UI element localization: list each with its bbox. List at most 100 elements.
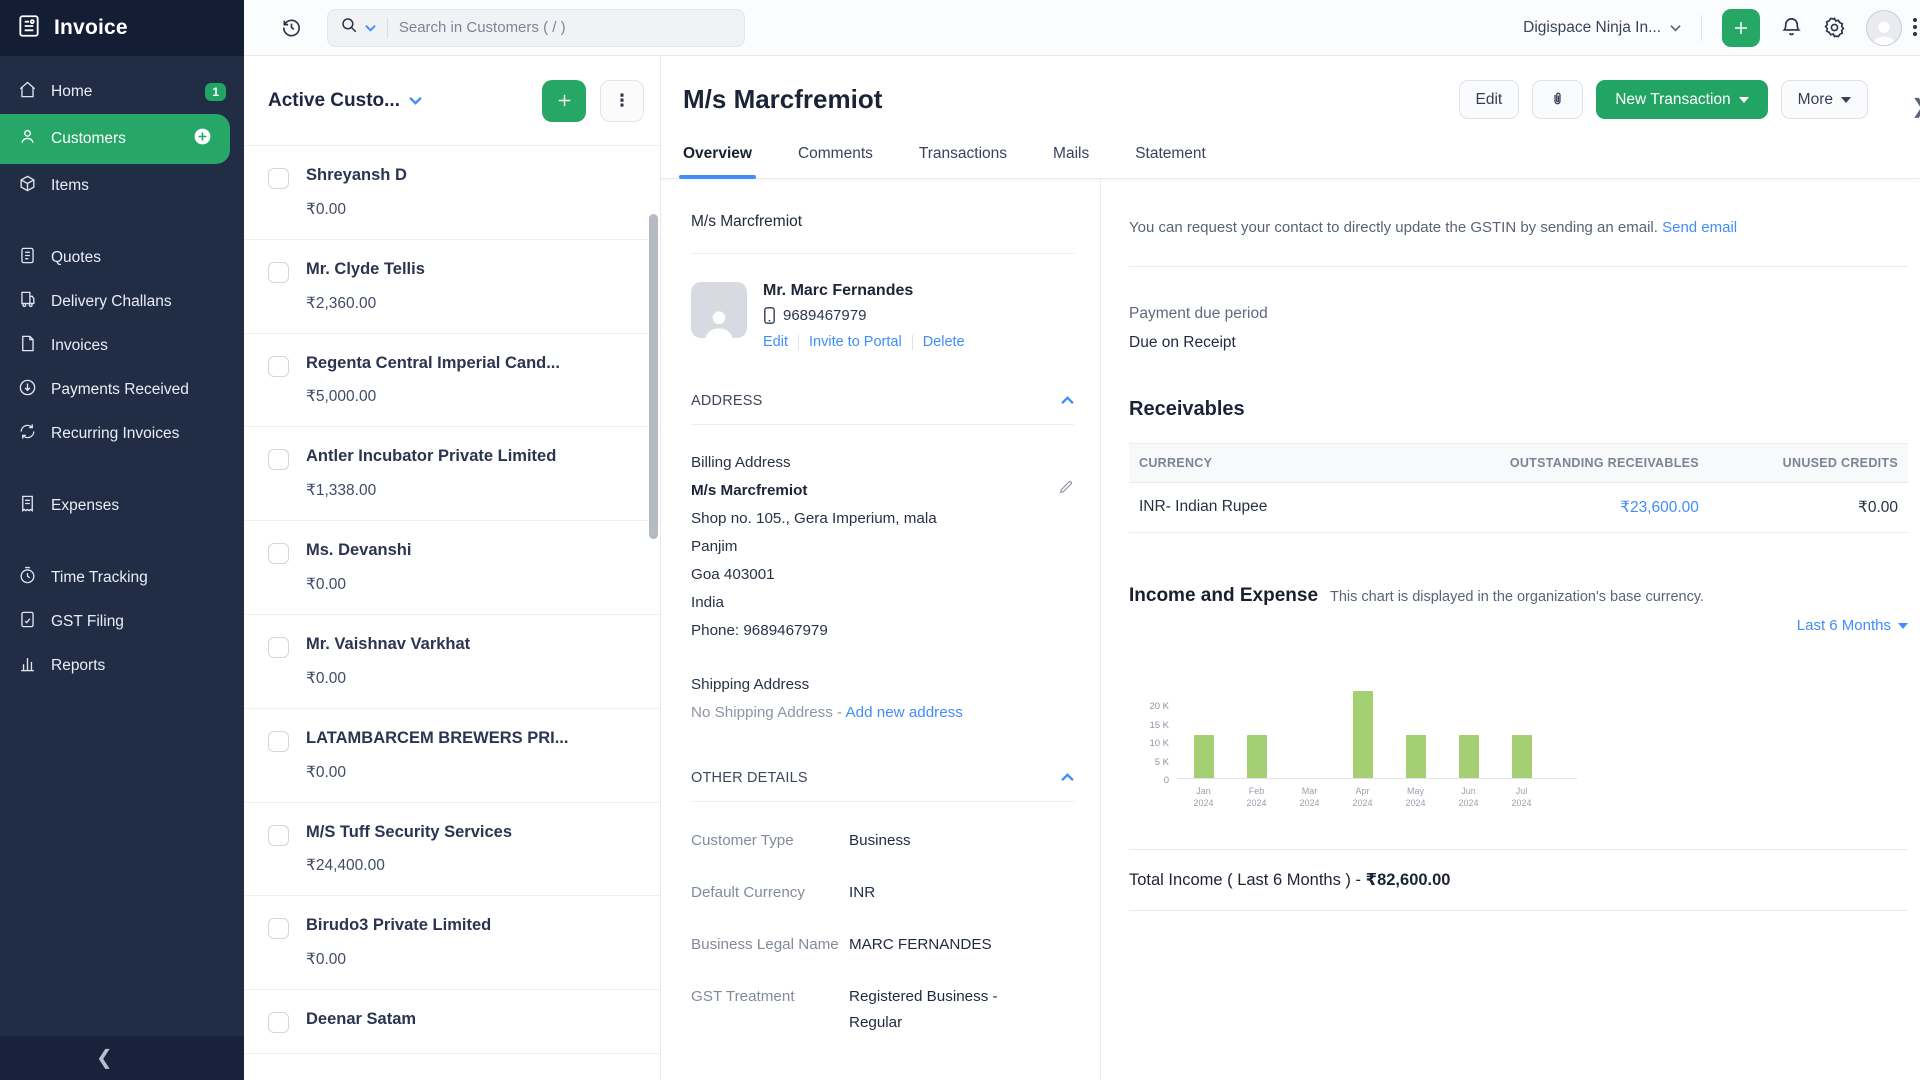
- search-icon: [340, 16, 358, 39]
- recent-history-icon[interactable]: [280, 16, 303, 39]
- sidebar-item-invoices[interactable]: Invoices: [0, 324, 244, 368]
- customer-row[interactable]: Mr. Vaishnav Varkhat ₹0.00: [244, 615, 660, 709]
- caret-down-icon: [1898, 622, 1908, 629]
- divider: [691, 424, 1074, 425]
- customer-amount: ₹0.00: [306, 763, 347, 781]
- x-tick-label: May 2024: [1405, 786, 1426, 808]
- customer-amount: ₹5,000.00: [306, 388, 377, 406]
- collapse-panel-chevron[interactable]: ❯: [1911, 94, 1920, 119]
- home-badge: 1: [205, 83, 226, 101]
- search-scope-chevron-icon[interactable]: [365, 19, 376, 37]
- sidebar-item-home[interactable]: Home 1: [0, 70, 244, 114]
- tab-statement[interactable]: Statement: [1135, 145, 1206, 162]
- customer-row[interactable]: Regenta Central Imperial Cand... ₹5,000.0…: [244, 334, 660, 428]
- customer-row[interactable]: Deenar Satam: [244, 990, 660, 1055]
- customer-row[interactable]: M/S Tuff Security Services ₹24,400.00: [244, 803, 660, 897]
- chart-period-label: Last 6 Months: [1796, 617, 1891, 634]
- user-avatar[interactable]: [1866, 9, 1902, 46]
- chart-period-selector[interactable]: Last 6 Months: [1129, 617, 1908, 634]
- customer-row[interactable]: Antler Incubator Private Limited ₹1,338.0…: [244, 427, 660, 522]
- invite-to-portal-link[interactable]: Invite to Portal: [809, 334, 902, 350]
- divider: [691, 253, 1074, 254]
- sidebar-item-expenses[interactable]: Expenses: [0, 484, 244, 528]
- contact-delete-link[interactable]: Delete: [922, 334, 965, 350]
- more-label: More: [1797, 90, 1833, 108]
- quick-create-button[interactable]: [1722, 8, 1760, 47]
- outstanding-receivables-link[interactable]: ₹23,600.00: [1620, 499, 1699, 516]
- customer-checkbox[interactable]: [268, 824, 289, 846]
- sidebar-item-quotes[interactable]: Quotes: [0, 236, 244, 280]
- collapse-section-chevron-icon[interactable]: [1061, 769, 1074, 787]
- detail-row-default-currency: Default Currency INR: [691, 880, 1074, 906]
- other-details-label: OTHER DETAILS: [691, 770, 808, 786]
- list-view-selector[interactable]: Active Custo...: [268, 90, 422, 112]
- sidebar-item-label: Quotes: [51, 249, 101, 266]
- customer-checkbox[interactable]: [268, 1012, 289, 1034]
- customer-checkbox[interactable]: [268, 261, 289, 283]
- sidebar-item-customers[interactable]: Customers: [0, 114, 230, 164]
- org-selector[interactable]: Digispace Ninja In...: [1523, 19, 1681, 37]
- tab-transactions[interactable]: Transactions: [918, 145, 1008, 162]
- list-actions: ⋮: [542, 79, 644, 122]
- sidebar-item-reports[interactable]: Reports: [0, 644, 244, 688]
- divider: [911, 334, 913, 350]
- customer-name: Birudo3 Private Limited: [306, 916, 492, 935]
- gst-filing-icon: [18, 610, 37, 634]
- collapse-section-chevron-icon[interactable]: [1061, 392, 1074, 410]
- edit-address-pencil-icon[interactable]: [1058, 477, 1074, 505]
- customer-checkbox[interactable]: [268, 355, 289, 377]
- more-button[interactable]: More: [1780, 80, 1868, 119]
- customer-name: Regenta Central Imperial Cand...: [306, 353, 560, 372]
- new-customer-button[interactable]: [542, 79, 586, 122]
- customer-row[interactable]: Birudo3 Private Limited ₹0.00: [244, 896, 660, 991]
- sidebar-item-label: Reports: [51, 657, 106, 674]
- customer-row[interactable]: Shreyansh D ₹0.00: [244, 146, 660, 240]
- sidebar-item-delivery-challans[interactable]: Delivery Challans: [0, 280, 244, 324]
- sidebar-item-time-tracking[interactable]: Time Tracking: [0, 556, 244, 600]
- sidebar-collapse-bar[interactable]: ❮: [0, 1036, 244, 1080]
- home-icon: [18, 80, 37, 104]
- settings-gear-icon[interactable]: [1823, 16, 1846, 39]
- address-section-header: ADDRESS: [691, 392, 1074, 410]
- x-tick-label: Apr 2024: [1352, 786, 1373, 808]
- billing-address-line: Shop no. 105., Gera Imperium, mala: [691, 510, 937, 527]
- edit-button[interactable]: Edit: [1458, 80, 1520, 119]
- sidebar-item-gst-filing[interactable]: GST Filing: [0, 600, 244, 644]
- list-scrollbar-thumb[interactable]: [649, 214, 658, 539]
- customer-checkbox[interactable]: [268, 543, 289, 565]
- topbar-overflow-dots-icon[interactable]: [1910, 15, 1920, 44]
- add-new-address-link[interactable]: Add new address: [845, 704, 963, 721]
- tab-overview[interactable]: Overview: [679, 145, 756, 179]
- customer-name: LATAMBARCEM BREWERS PRI...: [306, 728, 569, 747]
- sidebar-item-label: Delivery Challans: [51, 293, 172, 310]
- contact-edit-link[interactable]: Edit: [763, 334, 788, 350]
- tab-mails[interactable]: Mails: [1053, 145, 1090, 162]
- customer-checkbox[interactable]: [268, 636, 289, 658]
- sidebar-item-recurring-invoices[interactable]: Recurring Invoices: [0, 412, 244, 456]
- customer-row[interactable]: Ms. Devanshi ₹0.00: [244, 521, 660, 615]
- attachments-button[interactable]: [1532, 80, 1584, 119]
- customer-checkbox[interactable]: [268, 918, 289, 940]
- chart-columns: [1177, 686, 1577, 779]
- time-tracking-icon: [18, 566, 37, 590]
- detail-row-gst-treatment: GST Treatment Registered Business - Regu…: [691, 984, 1074, 1036]
- list-more-options-button[interactable]: ⋮: [600, 79, 644, 122]
- customer-name: Mr. Vaishnav Varkhat: [306, 634, 471, 653]
- add-customer-icon[interactable]: [193, 127, 212, 151]
- y-tick-label: 5 K: [1154, 756, 1169, 768]
- customer-row[interactable]: Mr. Clyde Tellis ₹2,360.00: [244, 240, 660, 334]
- send-email-link[interactable]: Send email: [1662, 219, 1738, 236]
- sidebar-item-items[interactable]: Items: [0, 164, 244, 208]
- contact-person-name: Mr. Marc Fernandes: [763, 282, 914, 299]
- notifications-bell-icon[interactable]: [1780, 16, 1803, 39]
- sidebar-item-label: Payments Received: [51, 381, 189, 398]
- new-transaction-button[interactable]: New Transaction: [1596, 80, 1768, 119]
- search-input[interactable]: [398, 19, 732, 36]
- tab-comments[interactable]: Comments: [797, 145, 873, 162]
- customer-row[interactable]: LATAMBARCEM BREWERS PRI... ₹0.00: [244, 709, 660, 803]
- x-tick-label: Mar 2024: [1299, 786, 1320, 808]
- sidebar-item-payments-received[interactable]: Payments Received: [0, 368, 244, 412]
- customer-checkbox[interactable]: [268, 168, 289, 189]
- customer-checkbox[interactable]: [268, 730, 289, 752]
- customer-checkbox[interactable]: [268, 449, 289, 471]
